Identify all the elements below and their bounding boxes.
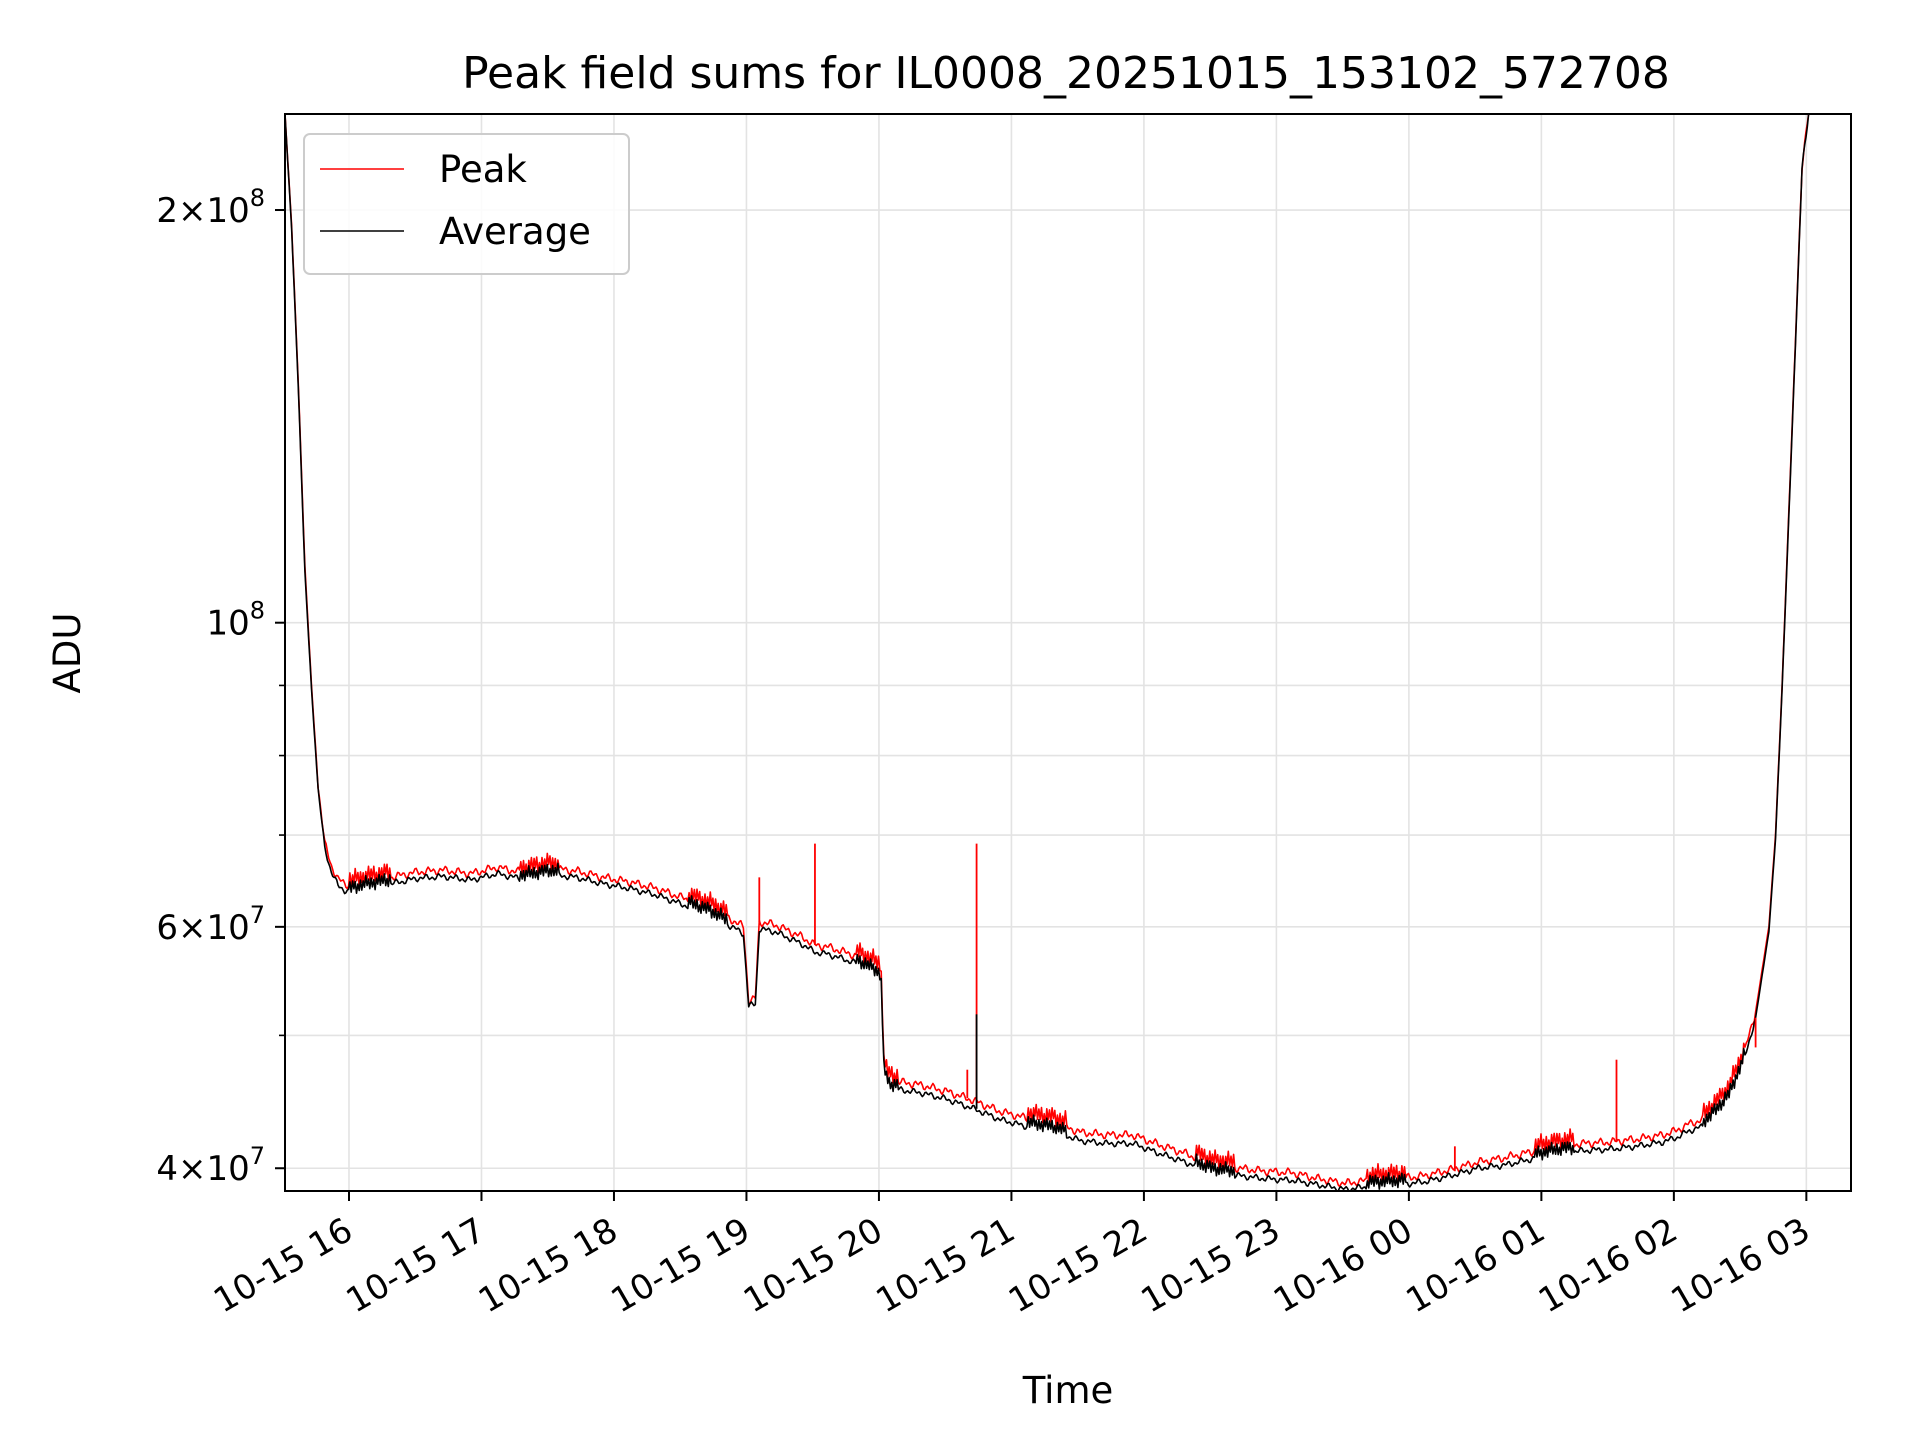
y-tick-label: 108 bbox=[206, 597, 265, 644]
chart-title: Peak field sums for IL0008_20251015_1531… bbox=[462, 48, 1670, 99]
y-axis-ticks: 4×107 6×107 108 2×108 bbox=[156, 184, 285, 1189]
y-axis-label: ADU bbox=[46, 613, 89, 694]
series-line-average bbox=[285, 114, 1810, 1191]
plot-series bbox=[285, 114, 1810, 1191]
y-tick-label: 6×107 bbox=[156, 901, 265, 948]
x-axis-label: Time bbox=[1022, 1369, 1114, 1412]
y-tick-label: 2×108 bbox=[156, 184, 265, 231]
series-line-peak bbox=[285, 114, 1810, 1188]
legend-average-label: Average bbox=[439, 210, 591, 253]
series-group bbox=[285, 114, 1810, 1191]
plot-frame bbox=[284, 113, 1852, 1192]
legend: Peak Average bbox=[303, 133, 630, 275]
y-tick-label: 4×107 bbox=[156, 1142, 265, 1189]
grid bbox=[285, 114, 1851, 1191]
legend-peak-label: Peak bbox=[439, 148, 527, 191]
